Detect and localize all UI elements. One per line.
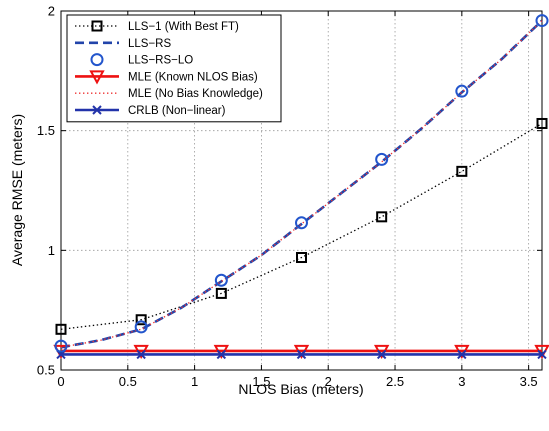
x-tick-label: 0	[57, 374, 64, 389]
series-3-point	[455, 84, 469, 98]
series-3-point	[54, 339, 68, 353]
series-6-point	[296, 349, 307, 360]
legend-marker	[89, 70, 105, 85]
series-layer	[53, 14, 549, 360]
series-6-point	[457, 349, 467, 360]
series-3	[54, 14, 549, 353]
series-1	[55, 117, 548, 335]
series-3-point	[535, 14, 549, 28]
series-1-point	[215, 287, 227, 299]
legend: LLS−1 (With Best FT) LLS−RS LLS−RS−LO MLE (…	[66, 14, 282, 123]
x-axis-title: NLOS Bias (meters)	[238, 381, 363, 397]
x-tick-label: 1.5	[252, 374, 270, 389]
x-tick-labels: 0 0.5 1 1.5 2 2.5 3 3.5	[57, 374, 537, 389]
x-tick-label: 3.5	[520, 374, 538, 389]
legend-label: LLS−RS−LO	[128, 55, 193, 67]
series-6-point	[376, 349, 387, 360]
y-tick-label: 2	[48, 4, 55, 19]
x-tick-label: 3	[458, 374, 465, 389]
series-6	[56, 349, 547, 360]
axis-ticks	[60, 10, 542, 371]
y-tick-label: 1.5	[37, 123, 55, 138]
legend-label: MLE (Known NLOS Bias)	[128, 71, 258, 83]
series-3-point	[214, 273, 228, 287]
series-1-point	[296, 252, 307, 264]
grid	[61, 11, 542, 370]
series-1-point	[456, 165, 468, 177]
series-2	[60, 19, 543, 349]
plot-area-frame	[60, 10, 543, 371]
series-6-point	[216, 349, 227, 360]
series-3-point	[375, 152, 389, 166]
series-2-line	[60, 19, 543, 349]
legend-label: CRLB (Non−linear)	[128, 105, 226, 117]
y-tick-label: 1	[48, 243, 55, 258]
legend-box	[66, 14, 282, 123]
legend-marker	[91, 20, 103, 32]
x-tick-label: 1	[191, 374, 198, 389]
series-6-point	[537, 349, 547, 360]
legend-label: MLE (No Bias Knowledge)	[128, 88, 263, 100]
series-3-point	[295, 216, 308, 230]
series-1-point	[376, 211, 388, 223]
y-axis-title: Average RMSE (meters)	[9, 114, 25, 266]
legend-marker	[90, 53, 104, 67]
series-1-line	[60, 122, 543, 330]
legend-label: LLS−RS	[128, 38, 171, 50]
series-6-point	[136, 349, 146, 360]
series-3-point	[134, 320, 148, 334]
series-1-point	[55, 323, 67, 335]
y-tick-labels: 0.5 1 1.5 2	[37, 4, 55, 378]
series-1-point	[135, 314, 147, 326]
series-1-point	[536, 117, 548, 129]
y-tick-label: 0.5	[37, 363, 55, 378]
x-tick-label: 0.5	[119, 374, 137, 389]
legend-marker	[92, 105, 102, 115]
x-tick-label: 2.5	[386, 374, 404, 389]
x-tick-label: 2	[325, 374, 332, 389]
legend-label: LLS−1 (With Best FT)	[128, 21, 239, 33]
